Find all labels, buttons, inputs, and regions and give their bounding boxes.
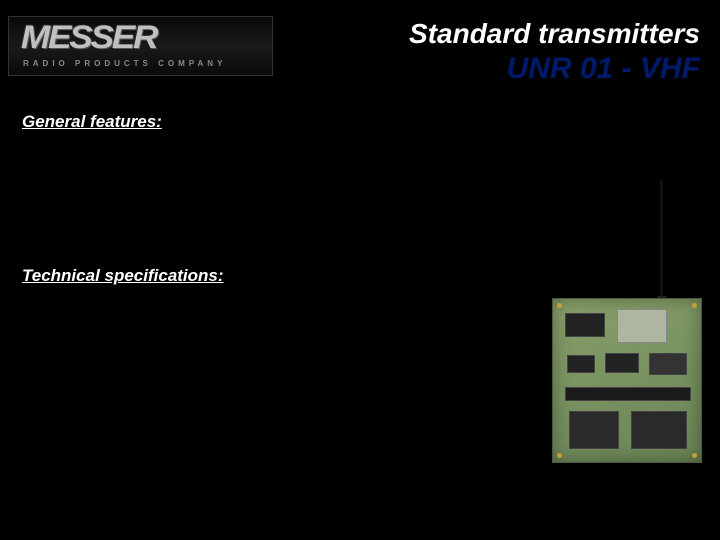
page-title: Standard transmitters: [409, 18, 700, 50]
list-item: On/off input for built-in alarm panel*: [38, 315, 518, 330]
list-item: Two internal inputs for battery and tran…: [38, 372, 518, 387]
list-item: Two objects' numbers service*: [38, 176, 518, 191]
list-item: Simple alarm panel (arming with f.ex. re…: [38, 233, 518, 248]
device-image: [552, 268, 702, 478]
list-item: High frequency stability in wide tempera…: [38, 410, 518, 425]
footnote-line2: only!: [60, 512, 530, 526]
list-item: VHF (137÷174MHz) or UHF (420 ÷ 470MHz) f…: [38, 452, 518, 467]
list-item: Alarm output for siren control*: [38, 334, 518, 349]
list-item: 8 NO/NC programmable inputs: [38, 296, 518, 311]
footnote-line1: *features specific for MESSER's producti…: [70, 498, 392, 512]
section-heading-tech: Technical specifications:: [22, 266, 224, 286]
antenna-icon: [660, 180, 663, 300]
list-item: Operating at two programmable frequencie…: [38, 214, 518, 229]
circuit-board: [552, 298, 702, 463]
footnote: *features specific for MESSER's producti…: [70, 498, 530, 526]
tech-spec-list: 8 NO/NC programmable inputs On/off input…: [38, 296, 518, 471]
list-item: Output for powering PIR sensors*: [38, 391, 518, 406]
general-features-list: Simple parameters' programming through R…: [38, 142, 518, 252]
company-logo: MESSER RADIO PRODUCTS COMPANY: [8, 16, 273, 76]
section-heading-general: General features:: [22, 112, 162, 132]
logo-sub-text: RADIO PRODUCTS COMPANY: [23, 59, 226, 68]
list-item: Simple parameters' programming through R…: [38, 142, 518, 172]
list-item: Operating with two monitoring stations *: [38, 195, 518, 210]
page-subtitle: UNR 01 - VHF: [507, 52, 700, 86]
list-item: External battery charging circuit (no ne…: [38, 353, 518, 368]
logo-main-text: MESSER: [21, 19, 156, 56]
list-item: Programmable frequency synthesizer: [38, 429, 518, 444]
